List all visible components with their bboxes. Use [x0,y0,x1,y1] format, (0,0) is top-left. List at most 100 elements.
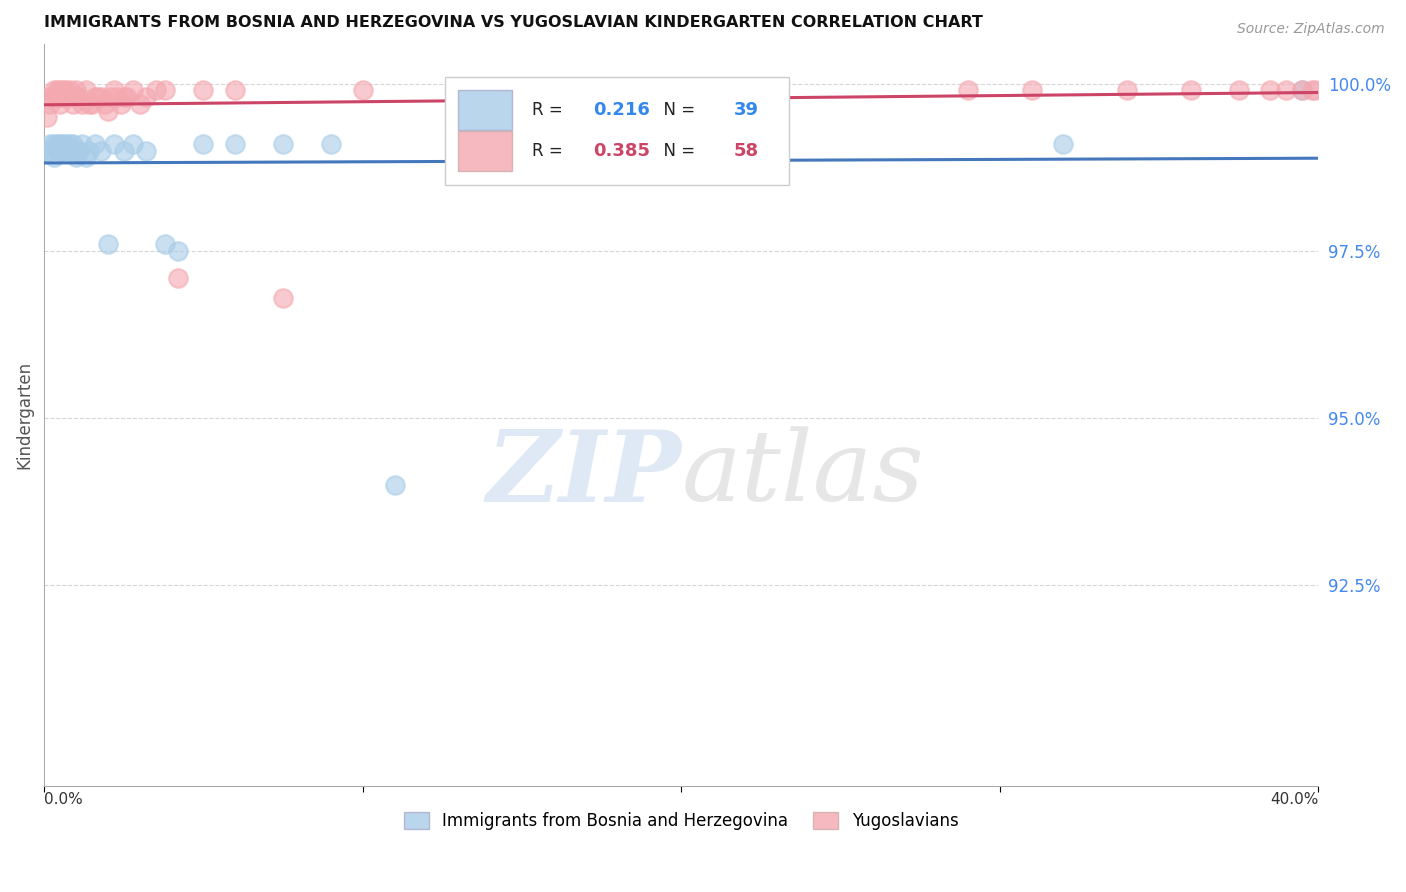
Point [97,103,120,118]
Point [112,144,135,158]
Point [105,90,128,104]
Point [115,90,138,104]
Text: 58: 58 [734,142,759,161]
Point [122,83,145,97]
Point [84,136,107,151]
Point [72,96,94,111]
Point [67,90,90,104]
Point [224,83,246,97]
Text: Source: ZipAtlas.com: Source: ZipAtlas.com [1237,22,1385,37]
Point [65,144,87,158]
Point [193,136,215,151]
Point [87,90,110,104]
Point [638,136,661,151]
Point [65,90,87,104]
Point [447,83,470,97]
Point [42,136,65,151]
Point [1303,83,1326,97]
Point [384,478,406,492]
Point [135,144,157,158]
Point [67,144,90,158]
Point [93,96,115,111]
Point [45,90,67,104]
Point [58,136,80,151]
Point [167,270,190,285]
Point [1260,83,1282,97]
Point [77,144,100,158]
Point [62,136,84,151]
Point [956,83,979,97]
Point [37,110,59,124]
Point [49,144,72,158]
Point [49,96,72,111]
Point [1301,83,1323,97]
Point [72,136,94,151]
Point [90,90,112,104]
Point [100,90,122,104]
Text: N =: N = [654,142,700,161]
Point [110,96,132,111]
Point [90,144,112,158]
Point [1116,83,1139,97]
Point [75,83,97,97]
Text: 39: 39 [734,102,758,120]
Point [734,83,756,97]
Point [319,136,342,151]
Point [1275,83,1298,97]
Point [49,83,72,97]
Point [45,144,67,158]
Point [224,136,246,151]
Point [45,83,67,97]
FancyBboxPatch shape [446,77,790,185]
Point [52,83,75,97]
Text: 40.0%: 40.0% [1270,792,1319,807]
Text: IMMIGRANTS FROM BOSNIA AND HERZEGOVINA VS YUGOSLAVIAN KINDERGARTEN CORRELATION C: IMMIGRANTS FROM BOSNIA AND HERZEGOVINA V… [44,15,983,30]
Point [45,136,67,151]
Point [55,136,77,151]
Point [52,136,75,151]
Point [97,237,120,252]
Point [80,96,103,111]
Point [37,144,59,158]
Text: N =: N = [654,102,700,120]
Point [62,96,84,111]
Point [49,90,72,104]
Point [1291,83,1313,97]
Point [167,244,190,258]
Point [55,90,77,104]
Point [52,144,75,158]
Point [122,136,145,151]
Point [271,291,294,305]
Point [39,90,62,104]
Point [153,237,176,252]
Point [135,90,157,104]
Text: ZIP: ZIP [486,425,681,523]
Point [58,90,80,104]
Point [128,96,150,111]
Point [42,150,65,164]
Text: atlas: atlas [681,426,924,522]
Point [39,96,62,111]
Point [1180,83,1202,97]
Point [65,150,87,164]
Point [65,83,87,97]
Point [75,150,97,164]
Text: 0.0%: 0.0% [44,792,83,807]
Point [1291,83,1313,97]
Point [103,83,125,97]
FancyBboxPatch shape [458,131,512,171]
Point [153,83,176,97]
Point [52,90,75,104]
Point [575,83,598,97]
Y-axis label: Kindergarten: Kindergarten [15,360,32,469]
Text: 0.216: 0.216 [593,102,650,120]
Point [42,90,65,104]
Point [58,83,80,97]
Point [42,83,65,97]
Text: R =: R = [531,142,568,161]
Point [352,83,374,97]
Point [112,90,135,104]
Point [145,83,167,97]
Point [193,83,215,97]
Text: 0.385: 0.385 [593,142,651,161]
